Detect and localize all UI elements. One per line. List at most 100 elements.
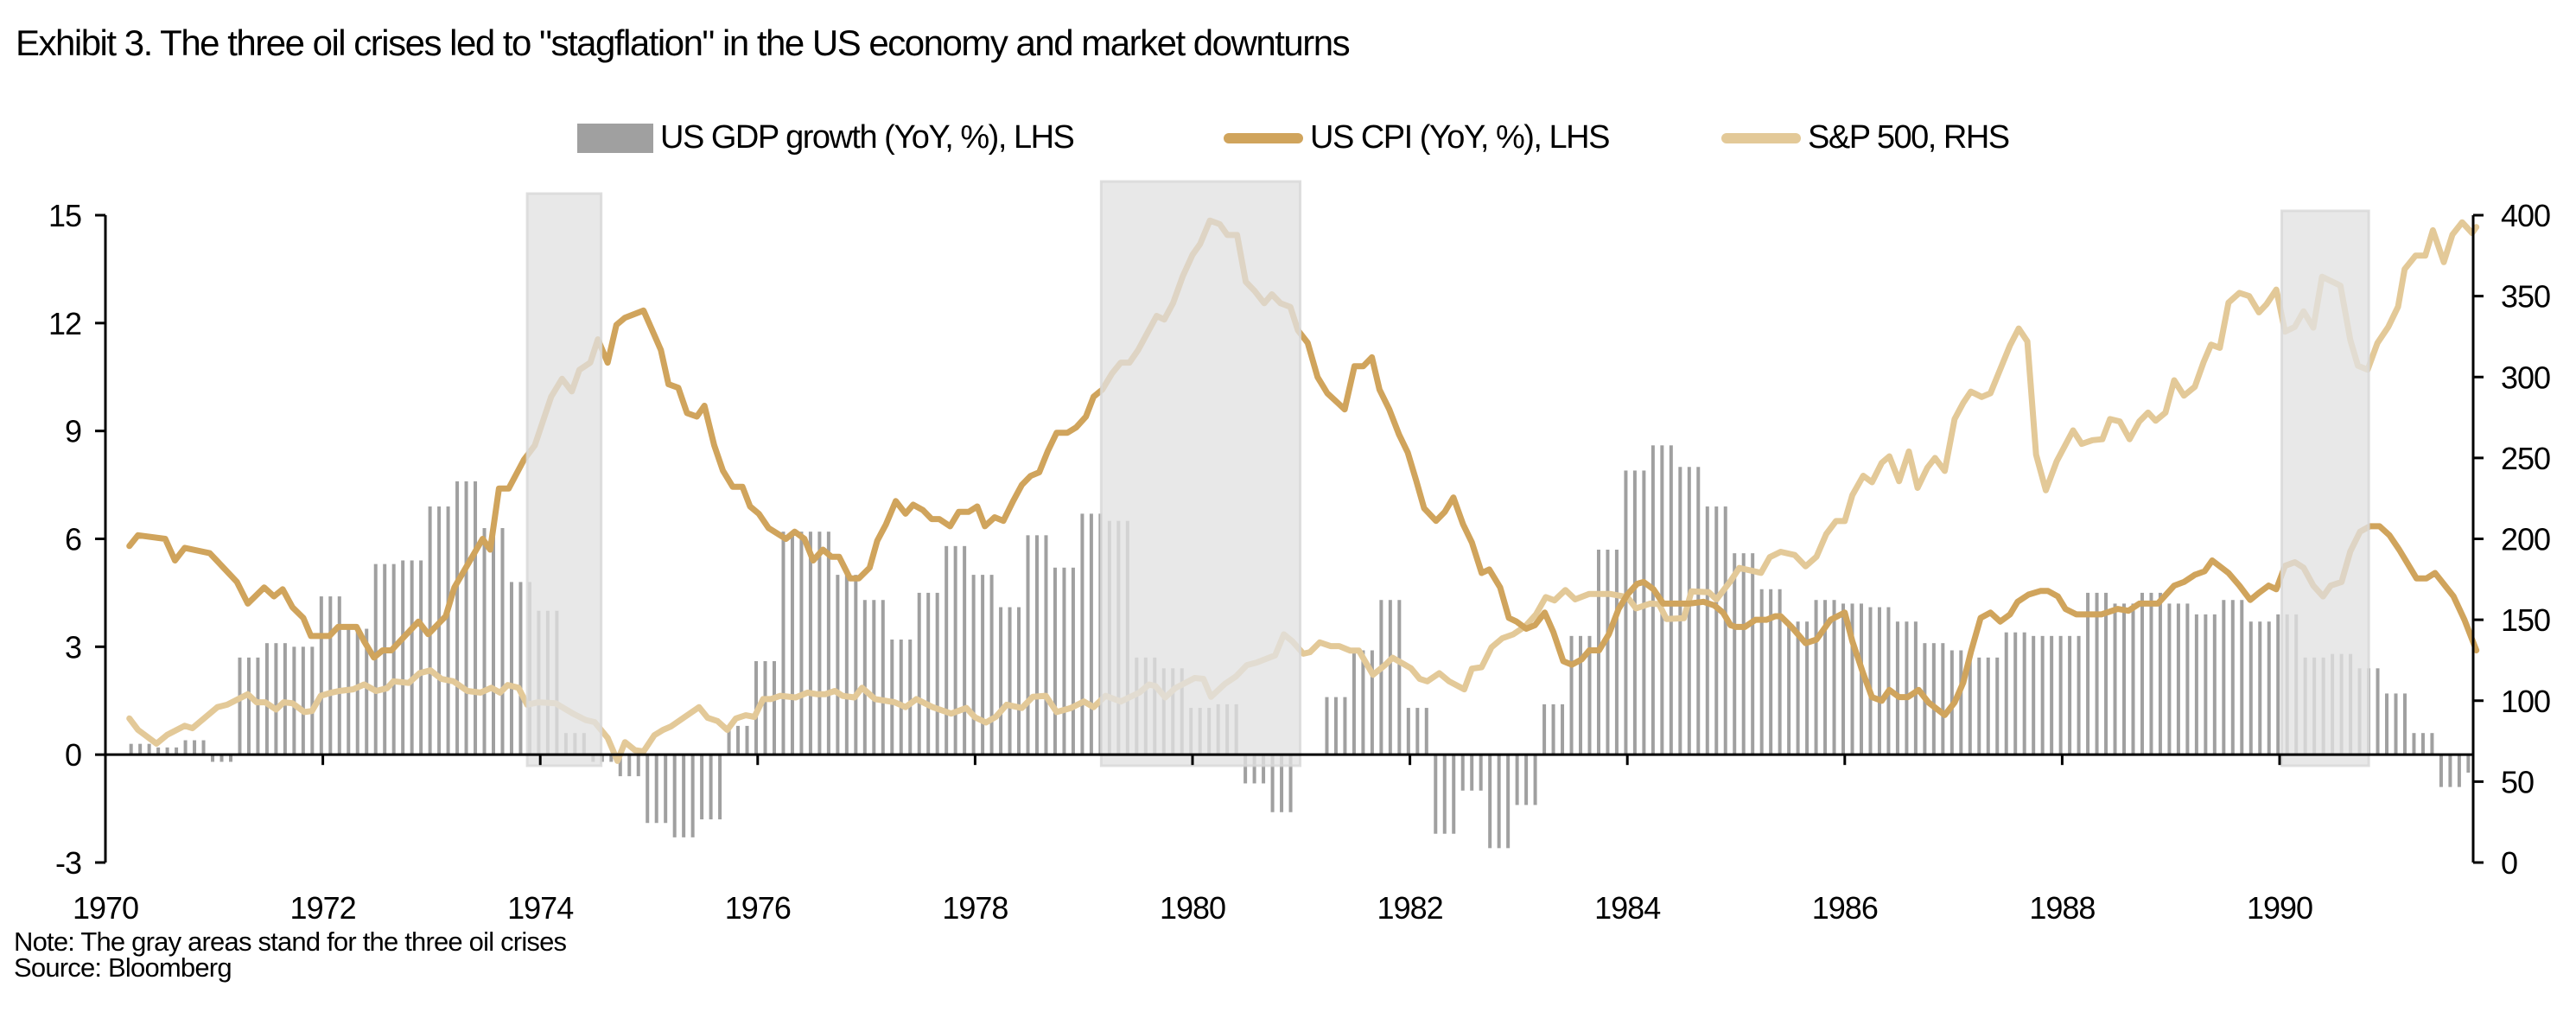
gdp-bar bbox=[2077, 635, 2081, 755]
gdp-bar bbox=[1769, 589, 1773, 755]
gdp-bar bbox=[1415, 708, 1420, 755]
gdp-bar bbox=[518, 582, 523, 755]
right-axis-tick-label: 200 bbox=[2501, 522, 2550, 557]
gdp-bar bbox=[391, 563, 396, 755]
gdp-bar bbox=[2158, 592, 2162, 755]
gdp-bar bbox=[2104, 592, 2109, 755]
x-axis-tick-label: 1970 bbox=[73, 890, 138, 926]
gdp-bar bbox=[1642, 470, 1646, 755]
gdp-bar bbox=[1614, 549, 1619, 755]
x-axis-tick-label: 1980 bbox=[1160, 890, 1225, 926]
gdp-bar bbox=[1886, 607, 1891, 755]
gdp-bar bbox=[1325, 697, 1329, 755]
gdp-bar bbox=[292, 646, 296, 755]
gdp-bar bbox=[1741, 553, 1746, 755]
gdp-bar bbox=[2032, 635, 2036, 755]
gdp-bar bbox=[1479, 754, 1483, 791]
gdp-bar bbox=[2204, 614, 2208, 755]
gdp-bar bbox=[654, 754, 658, 824]
gdp-bar bbox=[690, 754, 695, 837]
gdp-bar bbox=[365, 628, 369, 755]
gdp-bar bbox=[1270, 754, 1275, 812]
x-axis-tick-label: 1984 bbox=[1594, 890, 1660, 926]
gdp-bar bbox=[1678, 467, 1682, 755]
gdp-bar bbox=[1959, 650, 1963, 755]
gdp-bar bbox=[682, 754, 686, 837]
legend-swatch-cpi bbox=[1224, 132, 1303, 143]
gdp-bar bbox=[2394, 693, 2398, 755]
gdp-bar bbox=[1796, 621, 1800, 755]
gdp-bar bbox=[474, 481, 478, 755]
gdp-bar bbox=[246, 657, 251, 755]
gdp-bar bbox=[1905, 621, 1909, 755]
gdp-bar bbox=[2058, 635, 2063, 755]
gdp-bar bbox=[963, 545, 967, 755]
gdp-bar bbox=[1723, 506, 1727, 755]
gdp-bar bbox=[138, 743, 143, 755]
gdp-bar bbox=[899, 640, 903, 755]
gdp-bar bbox=[1243, 754, 1248, 784]
gdp-bar bbox=[1280, 754, 1284, 812]
gdp-bar bbox=[709, 754, 713, 820]
gdp-bar bbox=[1452, 754, 1456, 834]
x-axis-tick-label: 1972 bbox=[290, 890, 356, 926]
gdp-bar bbox=[1434, 754, 1438, 834]
gdp-bar bbox=[1696, 467, 1701, 755]
gdp-bar bbox=[129, 743, 133, 755]
right-axis-tick-label: 400 bbox=[2501, 198, 2550, 233]
gdp-bar bbox=[664, 754, 668, 824]
gdp-bar bbox=[1333, 697, 1338, 755]
chart-title: Exhibit 3. The three oil crises led to "… bbox=[16, 22, 1351, 63]
legend-swatch-gdp bbox=[577, 123, 653, 153]
right-axis-tick-label: 50 bbox=[2501, 764, 2534, 799]
gdp-bar bbox=[2420, 733, 2425, 755]
x-axis-tick-label: 1974 bbox=[507, 890, 573, 926]
gdp-bar bbox=[264, 643, 269, 755]
gdp-bar bbox=[2457, 754, 2461, 787]
gdp-bar bbox=[672, 754, 677, 837]
gdp-bar bbox=[274, 643, 278, 755]
gdp-bar bbox=[1044, 535, 1048, 755]
gdp-bar bbox=[790, 532, 794, 755]
x-axis-tick-label: 1976 bbox=[725, 890, 791, 926]
gdp-bar bbox=[201, 740, 206, 755]
gdp-bar bbox=[1733, 553, 1737, 755]
gdp-bar bbox=[1361, 650, 1365, 755]
gdp-bar bbox=[2430, 733, 2434, 755]
gdp-bar bbox=[2267, 621, 2271, 755]
legend-item-cpi: US CPI (YoY, %), LHS bbox=[1224, 119, 1610, 156]
gdp-bar bbox=[1524, 754, 1529, 805]
gdp-bar bbox=[2412, 733, 2416, 755]
right-axis-tick-label: 250 bbox=[2501, 441, 2550, 476]
gdp-bar bbox=[844, 575, 849, 755]
gdp-bar bbox=[2022, 632, 2026, 755]
gdp-bar bbox=[1424, 708, 1428, 755]
gdp-bar bbox=[862, 600, 867, 755]
x-axis-tick-label: 1990 bbox=[2247, 890, 2312, 926]
gdp-bar bbox=[1370, 650, 1374, 755]
gdp-bar bbox=[1089, 513, 1093, 755]
gdp-bar bbox=[2212, 614, 2217, 755]
gdp-bar bbox=[1805, 621, 1810, 755]
gdp-bar bbox=[2439, 754, 2443, 787]
left-axis-tick-label: -3 bbox=[55, 845, 81, 881]
chart-note: Note: The gray areas stand for the three… bbox=[14, 926, 567, 957]
gdp-bar bbox=[2086, 592, 2090, 755]
gdp-bar bbox=[1669, 445, 1673, 755]
gdp-bar bbox=[1008, 607, 1012, 755]
x-axis-tick-label: 1978 bbox=[942, 890, 1008, 926]
gdp-bar bbox=[1488, 754, 1492, 849]
gdp-bar bbox=[301, 646, 305, 755]
gdp-bar bbox=[872, 600, 876, 755]
gdp-bar bbox=[718, 754, 722, 820]
gdp-bar bbox=[854, 575, 858, 755]
gdp-bar bbox=[1814, 600, 1818, 755]
gdp-bar bbox=[808, 532, 812, 755]
gdp-bar bbox=[1352, 650, 1356, 755]
gdp-bar bbox=[1017, 607, 1021, 755]
gdp-bar bbox=[455, 481, 460, 755]
gdp-bar bbox=[1687, 467, 1691, 755]
gdp-bar bbox=[2131, 603, 2135, 755]
gdp-bar bbox=[1460, 754, 1465, 791]
